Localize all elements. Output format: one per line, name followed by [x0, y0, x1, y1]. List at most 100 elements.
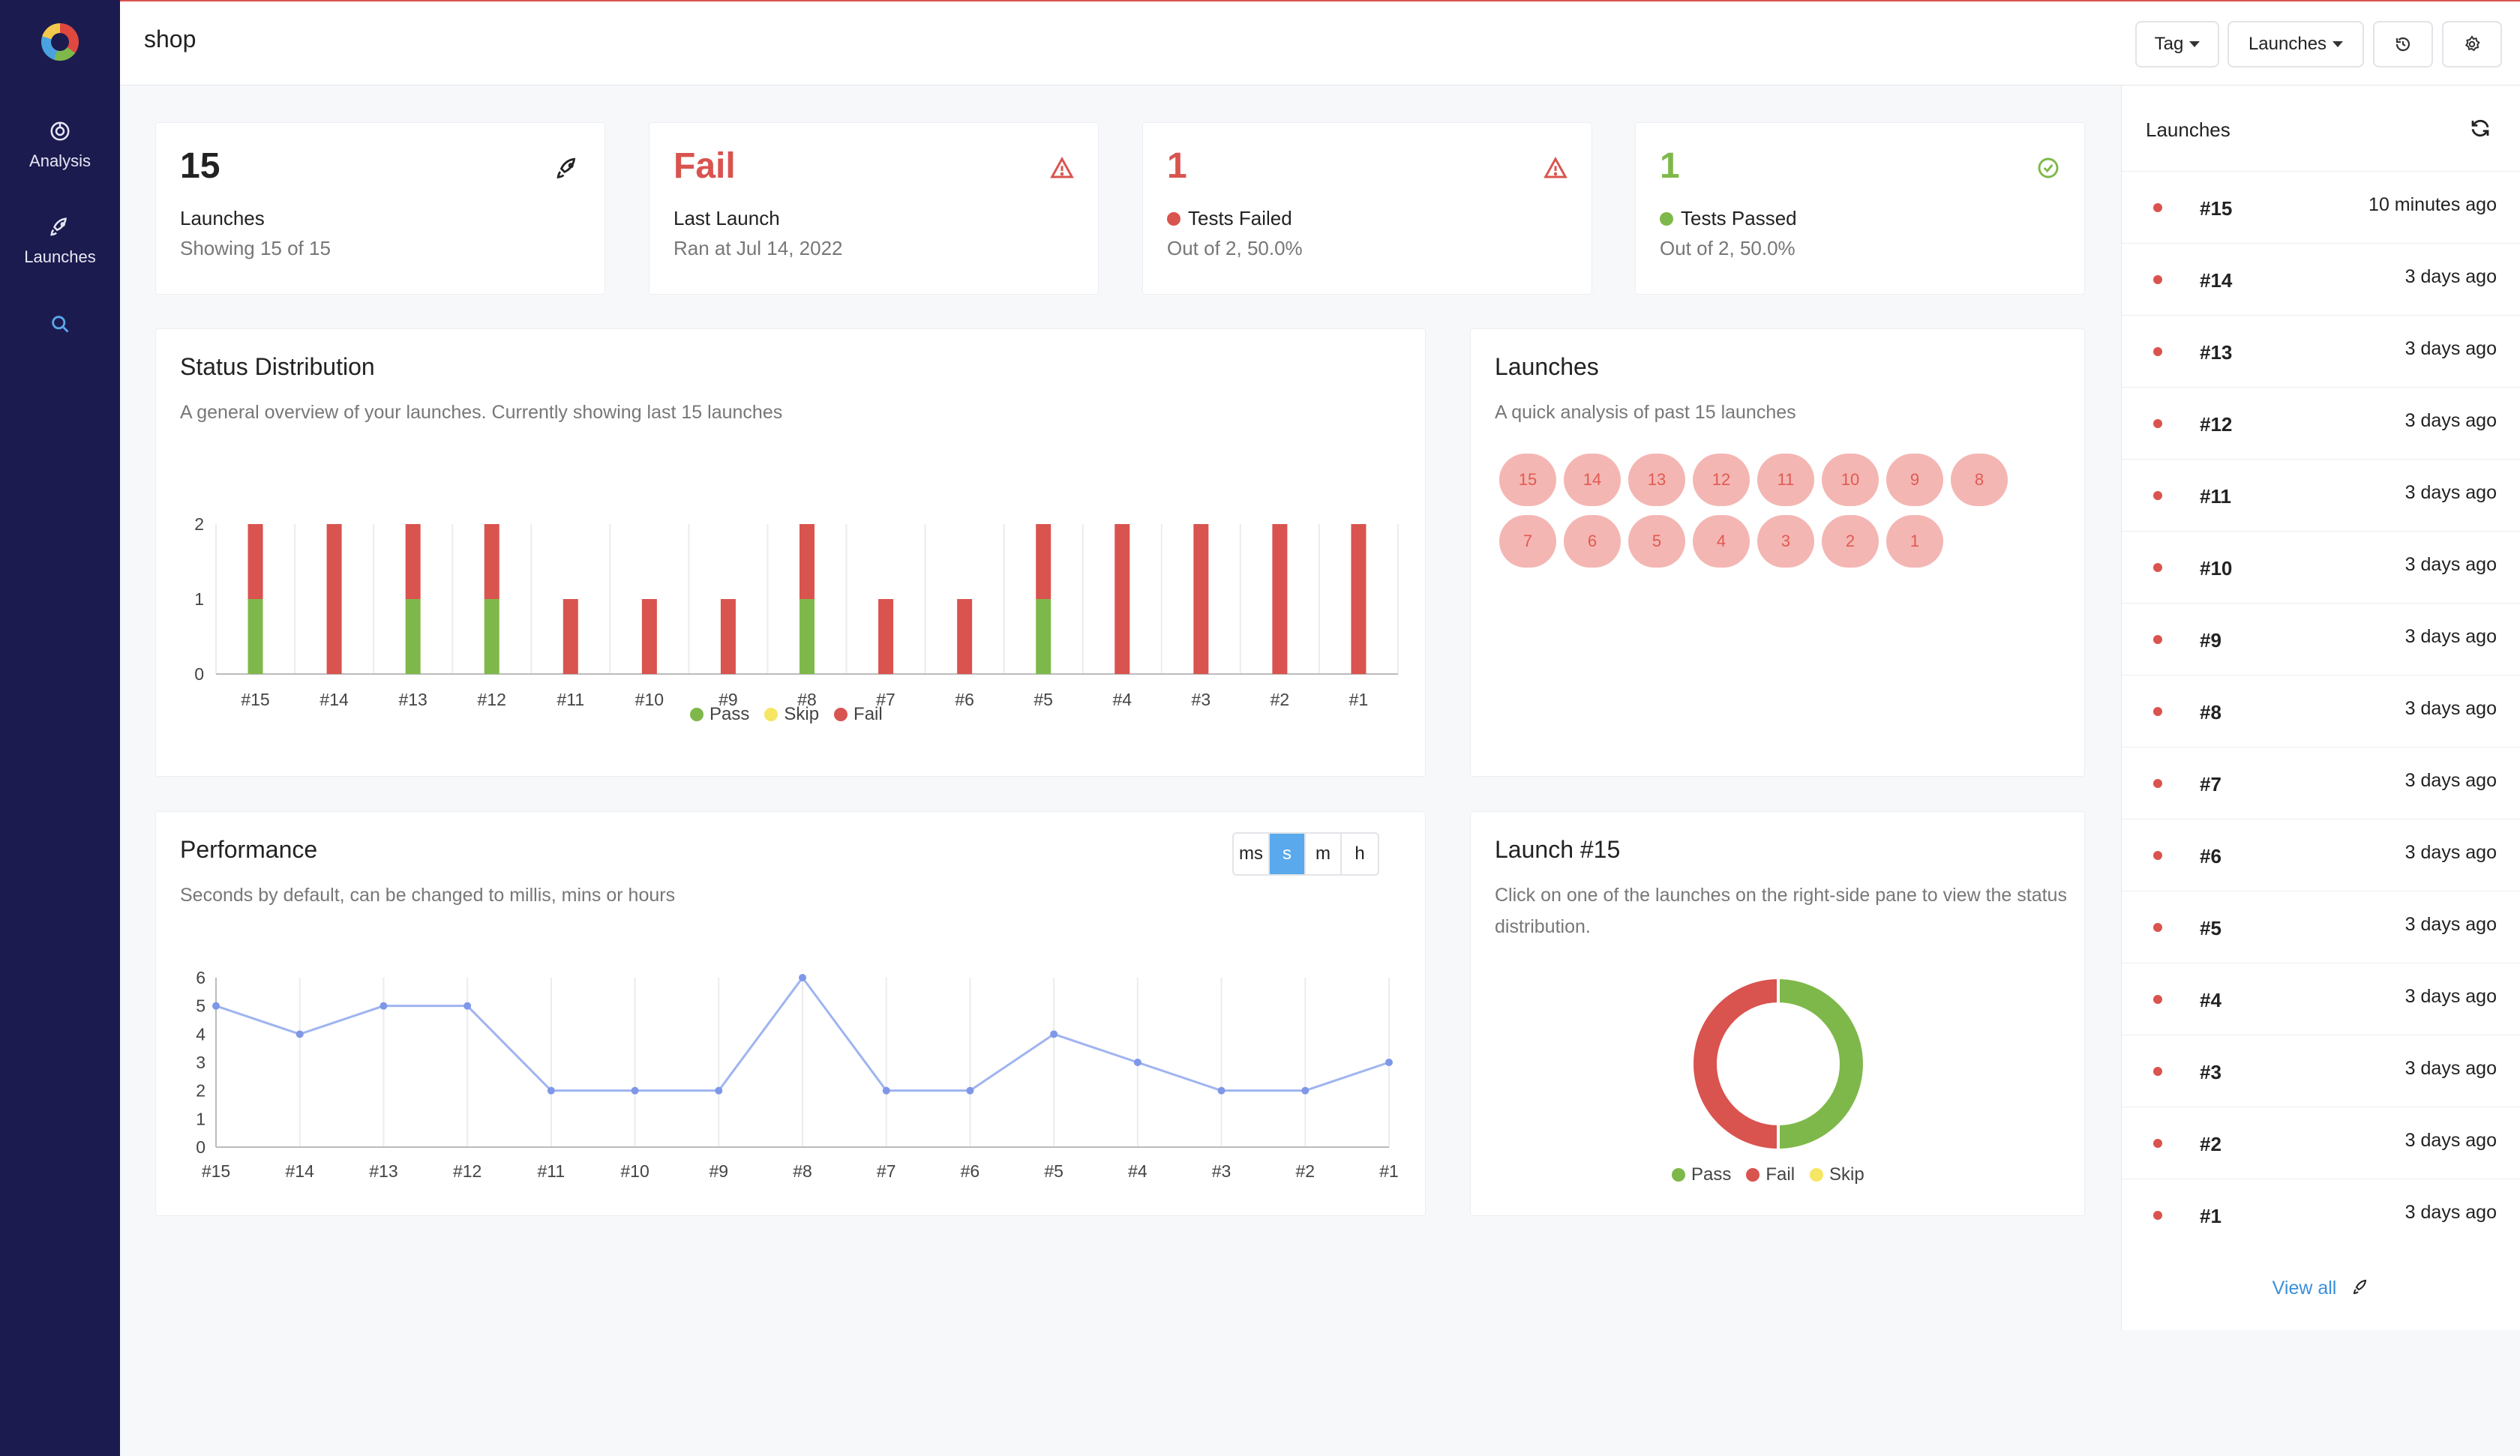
x-tick-label: #11 — [556, 690, 584, 709]
launch-bubble[interactable]: 1 — [1886, 515, 1943, 568]
launch-bubble[interactable]: 11 — [1757, 454, 1814, 506]
unit-h-button[interactable]: h — [1354, 843, 1365, 864]
fail-status-dot — [2153, 491, 2162, 500]
launch-list-item[interactable]: #4 3 days ago — [2122, 963, 2520, 1035]
fail-status-dot — [2153, 419, 2162, 428]
pass-dot — [1660, 211, 1673, 226]
launch-name: #14 — [2200, 269, 2233, 292]
launch-bubble[interactable]: 6 — [1564, 515, 1621, 568]
launch-detail-card: Launch #15 Click on one of the launches … — [1470, 811, 2085, 1216]
launch-list-item[interactable]: #12 3 days ago — [2122, 387, 2520, 459]
data-point — [1133, 1059, 1142, 1066]
launch-bubble[interactable]: 2 — [1822, 515, 1879, 568]
launch-time: 10 minutes ago — [2368, 194, 2497, 215]
launch-list-item[interactable]: #1 3 days ago — [2122, 1179, 2520, 1251]
legend-swatch — [1746, 1168, 1760, 1182]
search-icon — [52, 316, 69, 333]
x-tick-label: #4 — [1128, 1161, 1148, 1181]
y-tick-label: 5 — [196, 996, 206, 1016]
launches-dropdown-button[interactable]: Launches — [2228, 21, 2364, 67]
launch-bubble[interactable]: 13 — [1628, 454, 1685, 506]
launch-list-item[interactable]: #10 3 days ago — [2122, 531, 2520, 603]
legend-item-fail[interactable]: Fail — [834, 704, 883, 725]
fail-status-dot — [2153, 851, 2162, 860]
fail-status-dot — [2153, 635, 2162, 644]
legend-item-pass[interactable]: Pass — [1672, 1164, 1731, 1185]
legend-item-pass[interactable]: Pass — [690, 704, 749, 725]
history-button[interactable] — [2373, 21, 2433, 67]
view-all-link[interactable]: View all — [2122, 1278, 2520, 1299]
bar-segment — [1272, 524, 1288, 674]
sidebar-item-launches[interactable]: Launches — [0, 216, 120, 267]
launch-list-item[interactable]: #6 3 days ago — [2122, 819, 2520, 891]
y-tick-label: 1 — [194, 589, 204, 609]
launch-bubble[interactable]: 4 — [1693, 515, 1750, 568]
bar-segment — [800, 599, 814, 674]
launch-name: #10 — [2200, 557, 2233, 580]
x-tick-label: #2 — [1270, 690, 1290, 709]
data-point — [464, 1002, 472, 1010]
launch-bubble[interactable]: 5 — [1628, 515, 1685, 568]
launches-panel: Launches #15 10 minutes ago #14 3 days ago #… — [2121, 85, 2520, 1330]
status-distribution-card: Status Distribution A general overview o… — [155, 328, 1426, 777]
launch-bubble[interactable]: 15 — [1499, 454, 1556, 506]
launch-list-item[interactable]: #14 3 days ago — [2122, 243, 2520, 315]
stat-subtext: Ran at Jul 14, 2022 — [674, 237, 843, 259]
sidebar-item-analysis[interactable]: Analysis — [0, 120, 120, 171]
app-logo[interactable] — [41, 23, 79, 61]
x-tick-label: #10 — [635, 690, 664, 709]
data-point — [1050, 1030, 1058, 1038]
unit-s-button[interactable]: s — [1270, 834, 1306, 874]
bar-segment — [484, 524, 500, 599]
view-all-label: View all — [2272, 1278, 2337, 1299]
legend-item-skip[interactable]: Skip — [1810, 1164, 1864, 1185]
launch-bubble[interactable]: 12 — [1693, 454, 1750, 506]
panel-title: Launches — [2146, 118, 2230, 141]
legend-item-skip[interactable]: Skip — [764, 704, 819, 725]
stat-label-text: Tests Failed — [1188, 207, 1292, 229]
x-tick-label: #9 — [718, 690, 738, 709]
legend-label: Skip — [784, 704, 820, 724]
launch-time: 3 days ago — [2404, 770, 2497, 791]
legend-label: Fail — [854, 704, 883, 724]
stat-label-text: Launches — [180, 207, 265, 229]
launch-list-item[interactable]: #8 3 days ago — [2122, 675, 2520, 747]
launch-list-item[interactable]: #11 3 days ago — [2122, 459, 2520, 531]
launch-list-item[interactable]: #13 3 days ago — [2122, 315, 2520, 387]
launch-time: 3 days ago — [2404, 266, 2497, 287]
unit-ms-button[interactable]: ms — [1234, 834, 1270, 874]
legend-item-fail[interactable]: Fail — [1746, 1164, 1795, 1185]
tag-dropdown-button[interactable]: Tag — [2135, 21, 2219, 67]
launch-bubble[interactable]: 3 — [1757, 515, 1814, 568]
launch-bubble[interactable]: 9 — [1886, 454, 1943, 506]
tag-button-label: Tag — [2154, 34, 2184, 54]
launch-list-item[interactable]: #3 3 days ago — [2122, 1035, 2520, 1107]
launch-list-item[interactable]: #7 3 days ago — [2122, 747, 2520, 819]
launch-time: 3 days ago — [2404, 1202, 2497, 1223]
launch-name: #4 — [2200, 989, 2222, 1011]
bar-segment — [720, 599, 736, 674]
launch-list-item[interactable]: #15 10 minutes ago — [2122, 171, 2520, 243]
launch-bubble[interactable]: 8 — [1951, 454, 2008, 506]
launch-bubble[interactable]: 14 — [1564, 454, 1621, 506]
bar-segment — [641, 599, 657, 674]
unit-m-button[interactable]: m — [1306, 834, 1342, 874]
launch-bubble[interactable]: 10 — [1822, 454, 1879, 506]
refresh-icon[interactable] — [2469, 117, 2492, 139]
launch-name: #15 — [2200, 197, 2233, 220]
data-point — [715, 1086, 723, 1095]
fail-status-dot — [2153, 203, 2162, 212]
launch-name: #2 — [2200, 1133, 2222, 1155]
fail-status-dot — [2153, 1139, 2162, 1148]
x-tick-label: #8 — [797, 690, 817, 709]
bar-segment — [878, 599, 894, 674]
launch-list-item[interactable]: #9 3 days ago — [2122, 603, 2520, 675]
launch-list-item[interactable]: #2 3 days ago — [2122, 1107, 2520, 1179]
launch-list-item[interactable]: #5 3 days ago — [2122, 891, 2520, 963]
bar-segment — [405, 524, 421, 599]
sidebar-item-search[interactable] — [0, 313, 120, 343]
settings-button[interactable] — [2442, 21, 2502, 67]
rocket-icon — [556, 157, 576, 178]
x-tick-label: #3 — [1192, 690, 1211, 709]
launch-bubble[interactable]: 7 — [1499, 515, 1556, 568]
